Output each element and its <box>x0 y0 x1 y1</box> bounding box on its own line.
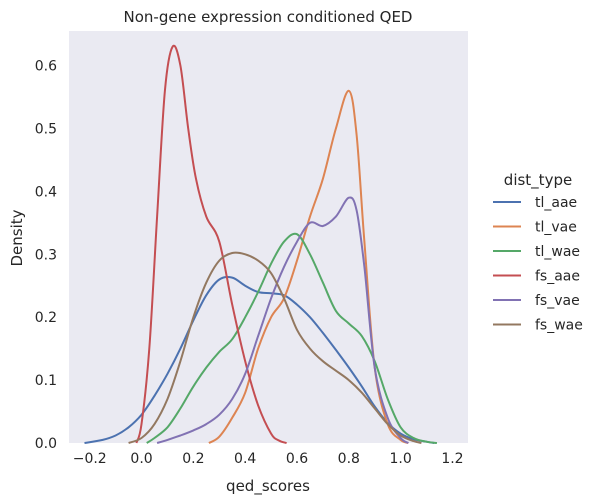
legend: dist_type tl_aae tl_vae tl_wae fs_aae fs_vae… <box>493 171 583 334</box>
legend-label-fs_aae: fs_aae <box>535 269 580 285</box>
y-tick-label: 0.5 <box>35 121 57 137</box>
x-tick-label: 1.2 <box>441 451 463 467</box>
legend-label-tl_vae: tl_vae <box>535 220 577 236</box>
x-tick-label: −0.2 <box>73 451 107 467</box>
y-axis-ticks: 0.0 0.1 0.2 0.3 0.4 0.5 0.6 <box>35 59 57 452</box>
x-axis-ticks: −0.2 0.0 0.2 0.4 0.6 0.8 1.0 1.2 <box>73 451 464 467</box>
series-curves <box>84 44 438 444</box>
y-axis-title: Density <box>8 209 26 266</box>
legend-label-tl_wae: tl_wae <box>535 244 580 260</box>
series-line-fs_wae <box>128 251 422 444</box>
chart-title: Non-gene expression conditioned QED <box>124 8 413 26</box>
x-tick-label: 0.4 <box>234 451 256 467</box>
x-tick-label: 0.6 <box>286 451 308 467</box>
y-tick-label: 0.6 <box>35 59 57 75</box>
x-tick-label: 0.2 <box>182 451 204 467</box>
y-tick-label: 0.0 <box>35 436 57 452</box>
legend-label-fs_wae: fs_wae <box>535 318 583 334</box>
y-tick-label: 0.2 <box>35 310 57 326</box>
x-axis-title: qed_scores <box>226 477 310 496</box>
series-line-fs_aae <box>135 44 287 444</box>
legend-label-fs_vae: fs_vae <box>535 293 580 309</box>
x-tick-label: 0.0 <box>130 451 152 467</box>
y-tick-label: 0.4 <box>35 184 57 200</box>
series-line-fs_vae <box>156 196 409 444</box>
x-tick-label: 0.8 <box>338 451 360 467</box>
y-tick-label: 0.3 <box>35 247 57 263</box>
y-tick-label: 0.1 <box>35 373 57 389</box>
plot-background <box>69 31 468 443</box>
series-line-tl_wae <box>146 232 438 444</box>
legend-title: dist_type <box>504 171 572 190</box>
x-tick-label: 1.0 <box>390 451 412 467</box>
legend-label-tl_aae: tl_aae <box>535 195 577 211</box>
